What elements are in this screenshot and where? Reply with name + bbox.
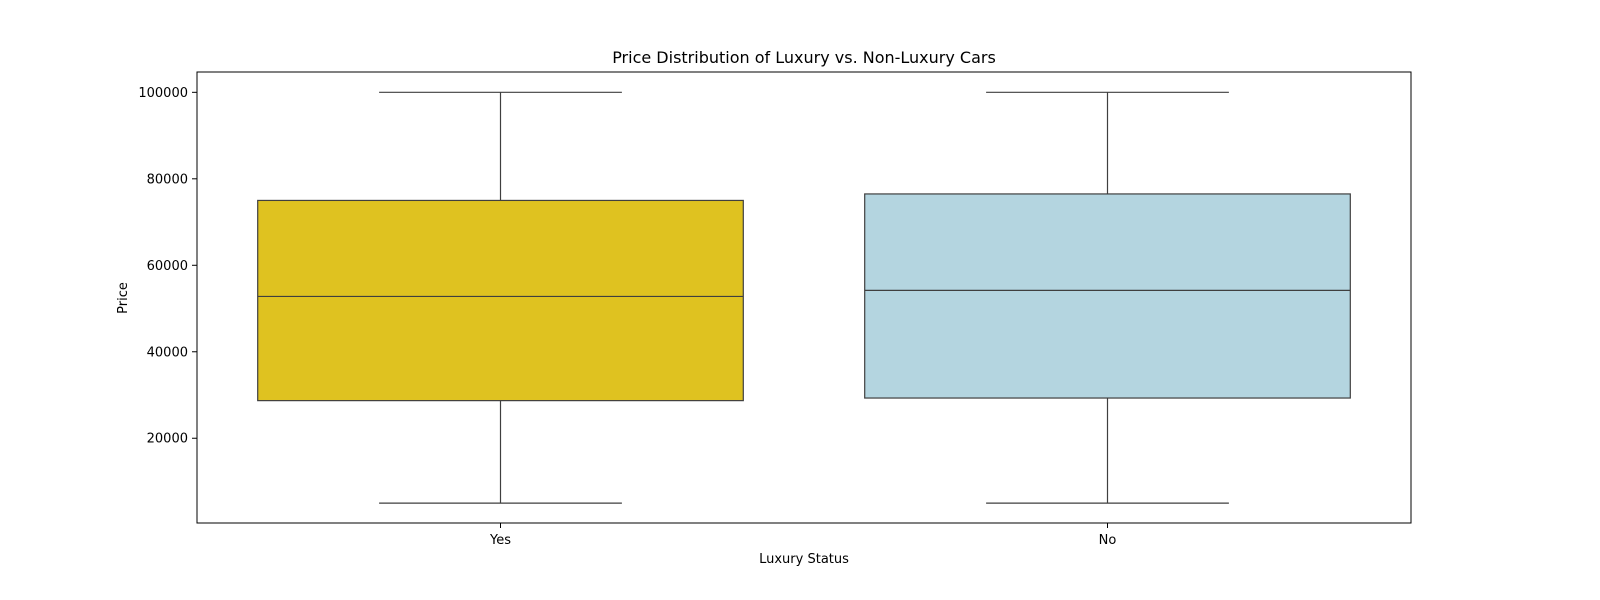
y-tick-label: 80000 — [147, 172, 188, 187]
y-tick-label: 100000 — [138, 86, 188, 101]
y-axis-ticks: 20000 40000 60000 80000 100000 — [138, 86, 197, 447]
box-group-yes — [257, 91, 744, 504]
boxes-layer — [257, 91, 1351, 504]
y-tick-label: 20000 — [147, 432, 188, 447]
box-iqr — [864, 193, 1351, 399]
plot-area-frame — [196, 71, 1412, 524]
y-axis-label: Price — [116, 282, 131, 314]
chart-title: Price Distribution of Luxury vs. Non-Lux… — [612, 48, 996, 67]
y-tick-label: 40000 — [147, 345, 188, 360]
x-tick-label: No — [1099, 533, 1117, 548]
x-tick-label: Yes — [489, 533, 511, 548]
box-iqr — [257, 199, 744, 402]
y-tick-label: 60000 — [147, 259, 188, 274]
x-axis-ticks: Yes No — [489, 523, 1116, 548]
box-group-no — [864, 91, 1351, 504]
x-axis-label: Luxury Status — [759, 552, 849, 567]
